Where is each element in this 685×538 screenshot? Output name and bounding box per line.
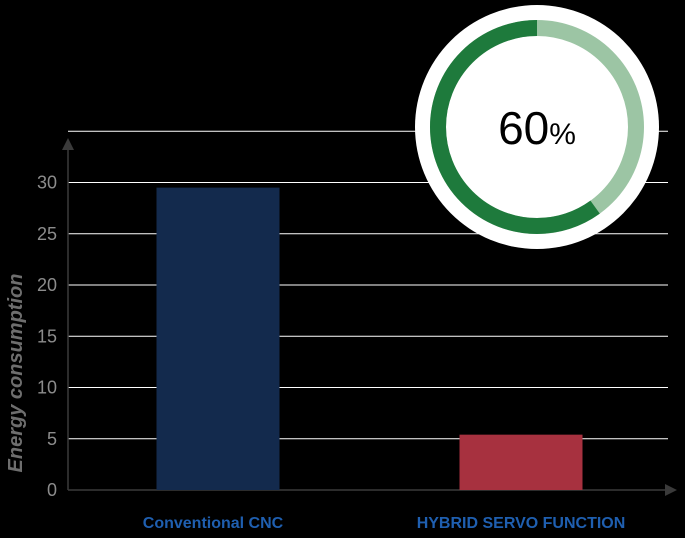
bars bbox=[156, 187, 583, 490]
y-tick-label-25: 25 bbox=[37, 224, 57, 244]
y-tick-label-30: 30 bbox=[37, 173, 57, 193]
y-axis-arrow bbox=[62, 138, 74, 150]
y-tick-label-0: 0 bbox=[47, 480, 57, 500]
y-axis-label: Energy consumption bbox=[5, 274, 27, 473]
x-category-label-conventional-cnc: Conventional CNC bbox=[143, 515, 284, 532]
y-tick-label-15: 15 bbox=[37, 326, 57, 346]
x-axis-arrow bbox=[665, 484, 677, 496]
badge-unit: % bbox=[549, 118, 576, 151]
savings-badge: 60% bbox=[415, 5, 659, 249]
y-tick-label-20: 20 bbox=[37, 275, 57, 295]
y-tick-label-10: 10 bbox=[37, 378, 57, 398]
badge-background bbox=[415, 5, 659, 249]
y-tick-labels: 0 5 10 15 20 25 30 bbox=[37, 173, 57, 501]
badge-percentage: 60% bbox=[498, 102, 576, 154]
badge-number: 60 bbox=[498, 102, 549, 154]
bar-hybrid-servo-function bbox=[459, 434, 583, 490]
x-category-label-hybrid-servo-function: HYBRID SERVO FUNCTION bbox=[417, 515, 626, 532]
bar-conventional-cnc bbox=[156, 187, 280, 490]
y-tick-label-5: 5 bbox=[47, 429, 57, 449]
badge-ring-progress bbox=[430, 20, 644, 234]
x-category-labels: Conventional CNC HYBRID SERVO FUNCTION bbox=[143, 515, 626, 532]
